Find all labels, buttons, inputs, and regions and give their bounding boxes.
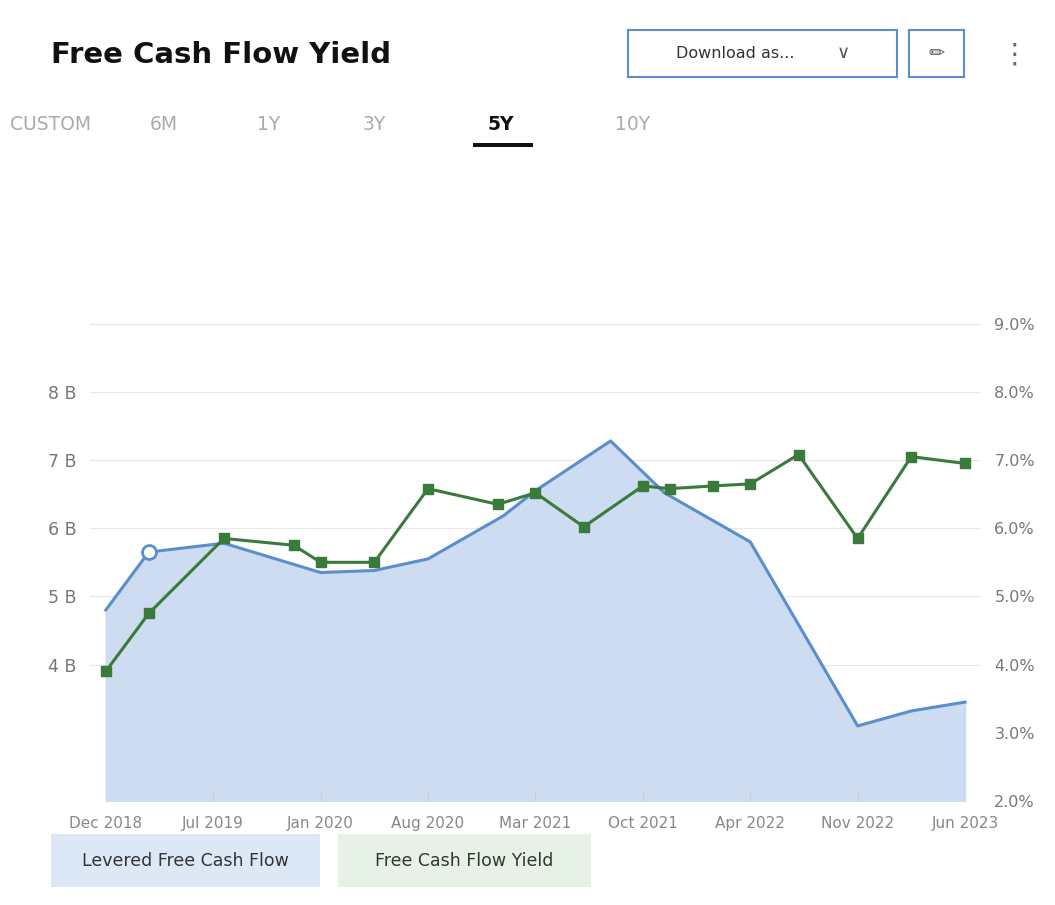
Text: ⋮: ⋮: [1001, 41, 1029, 68]
Text: Levered Free Cash Flow: Levered Free Cash Flow: [81, 852, 289, 870]
Text: ✏: ✏: [928, 44, 945, 62]
Text: Free Cash Flow Yield: Free Cash Flow Yield: [375, 852, 554, 870]
Text: 1Y: 1Y: [257, 116, 281, 134]
Text: Download as...: Download as...: [676, 46, 794, 61]
Text: CUSTOM: CUSTOM: [11, 116, 91, 134]
Text: 3Y: 3Y: [363, 116, 386, 134]
Text: ∨: ∨: [837, 44, 849, 62]
Text: 6M: 6M: [150, 116, 177, 134]
Text: 10Y: 10Y: [615, 116, 651, 134]
Text: 5Y: 5Y: [487, 116, 515, 134]
Text: Free Cash Flow Yield: Free Cash Flow Yield: [51, 41, 390, 69]
